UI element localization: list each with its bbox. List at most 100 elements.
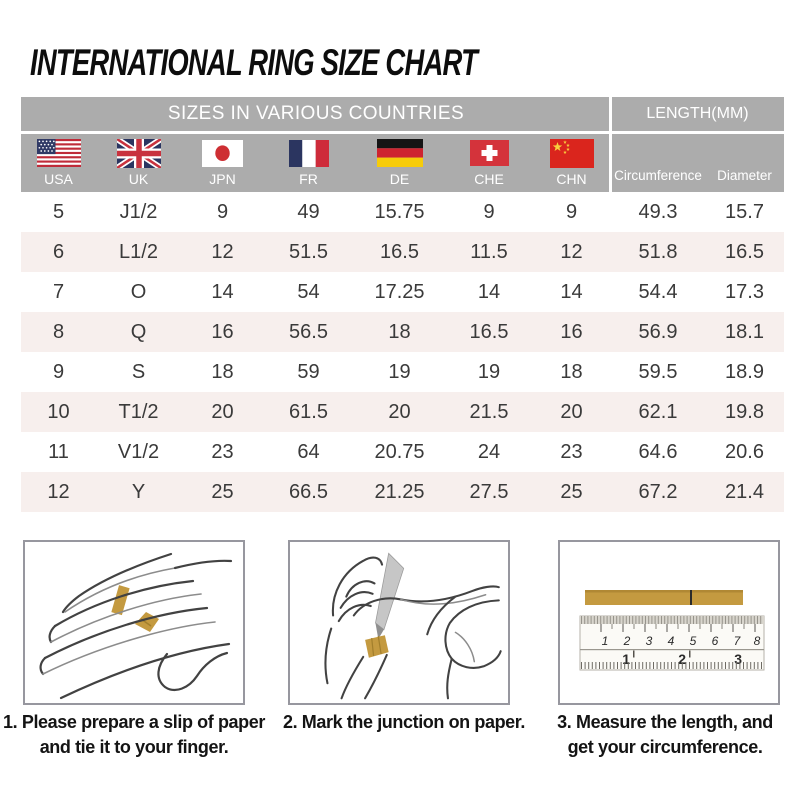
table-cell: 56.9 <box>638 320 678 343</box>
country-column-header: CHN <box>532 134 611 192</box>
table-cell: 7 <box>52 280 65 303</box>
table-cell: 15.75 <box>374 200 425 223</box>
instruction-caption-2: 2. Mark the junction on paper. <box>269 710 539 735</box>
table-cell: 49.3 <box>638 200 678 223</box>
table-cell: 12 <box>560 240 583 263</box>
table-cell: 5 <box>52 200 65 223</box>
table-cell: 21.5 <box>469 400 509 423</box>
ruler-illustration: 1 2 3 4 5 6 7 8 1 2 3 <box>558 540 780 705</box>
country-column-header: DE <box>353 134 446 192</box>
table-body: 5 J1/2 9 49 15.75 9 9 49.3 15.7 6 L1/2 12 51.5 16.5 11… <box>21 192 784 512</box>
table-cell: 9 <box>565 200 578 223</box>
table-cell: 24 <box>477 440 501 463</box>
table-cell: 12 <box>47 480 70 503</box>
ruler-inch-label: 2 <box>678 651 686 667</box>
france-flag <box>288 137 329 169</box>
instruction-caption-1: 1. Please prepare a slip of paper and ti… <box>0 710 269 760</box>
country-code: FR <box>299 171 318 187</box>
table-cell: 51.8 <box>638 240 678 263</box>
country-code: USA <box>44 171 73 187</box>
mark-junction-illustration <box>288 540 510 705</box>
table-cell: 18.9 <box>725 360 764 383</box>
country-code: CHN <box>556 171 587 187</box>
table-cell: J1/2 <box>119 200 158 223</box>
table-row: 8 Q 16 56.5 18 16.5 16 56.9 18.1 <box>21 312 784 352</box>
table-cell: 20.6 <box>725 440 764 463</box>
china-flag-icon <box>549 138 594 168</box>
ruler-cm-label: 4 <box>668 634 675 648</box>
group-header-length: LENGTH(MM) <box>646 105 749 122</box>
table-cell: 61.5 <box>289 400 328 423</box>
table-cell: 27.5 <box>469 480 509 503</box>
table-cell: 59.5 <box>638 360 678 383</box>
instruction-caption-3: 3. Measure the length, and get your circ… <box>530 710 800 760</box>
length-column-header: Circumference <box>614 168 702 183</box>
header-horizontal-divider <box>21 131 784 134</box>
table-cell: 14 <box>560 280 583 303</box>
table-cell: 14 <box>211 280 234 303</box>
pen-icon <box>375 552 405 631</box>
table-cell: 64 <box>297 440 320 463</box>
table-cell: 19.8 <box>725 400 764 423</box>
ruler-cm-label: 8 <box>754 634 761 648</box>
table-cell: 15.7 <box>725 200 764 223</box>
table-row: 5 J1/2 9 49 15.75 9 9 49.3 15.7 <box>21 192 784 232</box>
table-group-header-row: SIZES IN VARIOUS COUNTRIES LENGTH(MM) <box>21 97 784 131</box>
ruler-cm-label: 2 <box>623 634 631 648</box>
country-code: UK <box>128 171 149 187</box>
ruler-cm-label: 1 <box>602 634 609 648</box>
table-cell: 18 <box>211 360 234 383</box>
ruler-cm-label: 3 <box>646 634 653 648</box>
caption-line: 2. Mark the junction on paper. <box>282 712 526 732</box>
table-cell: 25 <box>560 480 583 503</box>
table-row: 11 V1/2 23 64 20.75 24 23 64.6 20.6 <box>21 432 784 472</box>
country-column-header: FR <box>264 134 353 192</box>
ring-size-table: SIZES IN VARIOUS COUNTRIES LENGTH(MM) US… <box>21 97 784 512</box>
table-cell: 10 <box>47 400 70 423</box>
table-cell: Y <box>131 480 146 503</box>
paper-strip-1 <box>111 585 130 616</box>
table-cell: 6 <box>52 240 65 263</box>
hand-with-paper-drawing <box>39 552 233 700</box>
country-code: CHE <box>474 171 504 187</box>
table-row: 12 Y 25 66.5 21.25 27.5 25 67.2 21.4 <box>21 472 784 512</box>
table-cell: 66.5 <box>289 480 328 503</box>
caption-line: 3. Measure the length, and <box>557 712 773 732</box>
table-cell: 17.3 <box>725 280 764 303</box>
header-vertical-divider <box>609 97 612 192</box>
country-column-header: CHE <box>446 134 532 192</box>
table-row: 10 T1/2 20 61.5 20 21.5 20 62.1 19.8 <box>21 392 784 432</box>
country-code: DE <box>389 171 410 187</box>
table-cell: 54 <box>297 280 320 303</box>
table-cell: 20 <box>388 400 411 423</box>
caption-line: and tie it to your finger. <box>39 737 229 757</box>
table-cell: 62.1 <box>638 400 678 423</box>
page-title: INTERNATIONAL RING SIZE CHART <box>30 42 478 83</box>
ruler-drawing: 1 2 3 4 5 6 7 8 1 2 3 <box>579 590 765 671</box>
table-cell: 19 <box>477 360 501 383</box>
germany-flag-icon <box>376 139 423 167</box>
ruler-cm-label: 5 <box>690 634 697 648</box>
table-cell: 64.6 <box>638 440 678 463</box>
table-cell: 12 <box>211 240 234 263</box>
ruler-cm-label: 6 <box>712 634 719 648</box>
caption-line: get your circumference. <box>567 737 763 757</box>
table-cell: 23 <box>211 440 234 463</box>
country-column-header: UK <box>96 134 181 192</box>
japan-flag <box>202 137 243 169</box>
table-cell: 17.25 <box>374 280 425 303</box>
table-cell: 16 <box>560 320 583 343</box>
table-cell: 67.2 <box>638 480 678 503</box>
table-cell: 18 <box>388 320 411 343</box>
table-cell: 20 <box>211 400 234 423</box>
usa-flag <box>36 137 81 169</box>
country-code: JPN <box>209 171 236 187</box>
table-cell: 19 <box>388 360 411 383</box>
table-cell: 25 <box>211 480 234 503</box>
table-cell: 23 <box>560 440 583 463</box>
usa-flag-icon <box>36 139 81 167</box>
table-cell: 21.25 <box>374 480 425 503</box>
paper-ring-strip <box>365 635 389 658</box>
table-cell: 14 <box>477 280 501 303</box>
